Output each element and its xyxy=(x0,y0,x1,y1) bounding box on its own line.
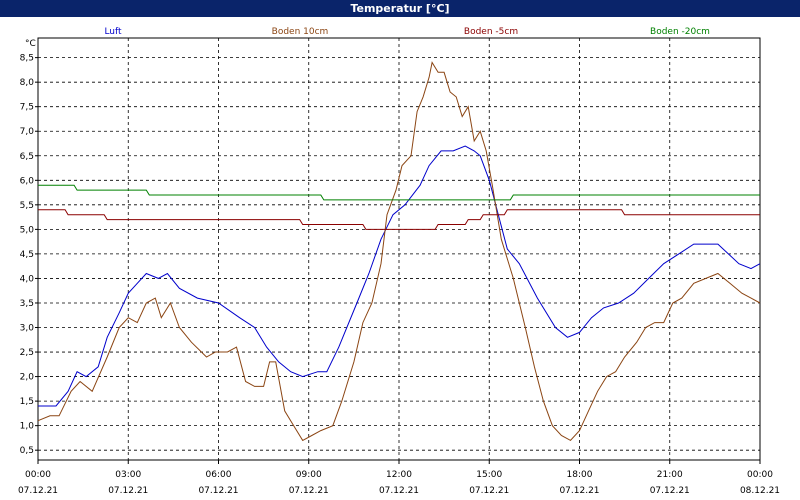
legend-item: Luft xyxy=(104,27,122,37)
y-tick-label: 1,0 xyxy=(20,422,35,432)
x-tick-time: 15:00 xyxy=(476,470,502,480)
legend-item: Boden -20cm xyxy=(650,27,710,37)
y-tick-label: 7,5 xyxy=(20,103,34,113)
x-tick-date: 07.12.21 xyxy=(379,486,419,496)
series-line-1 xyxy=(37,61,761,442)
legend-item: Boden -5cm xyxy=(464,27,518,37)
x-tick-date: 08.12.21 xyxy=(740,486,780,496)
x-tick-time: 18:00 xyxy=(567,470,593,480)
y-tick-label: 4,0 xyxy=(20,274,35,284)
y-tick-label: 5,5 xyxy=(20,201,34,211)
x-tick-time: 06:00 xyxy=(206,470,232,480)
y-tick-label: 6,0 xyxy=(20,176,35,186)
x-tick-time: 03:00 xyxy=(115,470,141,480)
chart-title: Temperatur [°C] xyxy=(0,0,800,17)
series-line-2 xyxy=(38,209,760,230)
x-tick-date: 07.12.21 xyxy=(198,486,238,496)
series-line-3 xyxy=(38,184,760,201)
y-tick-label: 2,5 xyxy=(20,348,34,358)
y-tick-label: 7,0 xyxy=(20,127,35,137)
series-line-0 xyxy=(38,145,761,407)
x-tick-time: 21:00 xyxy=(657,470,683,480)
y-axis-unit: °C xyxy=(25,39,36,49)
y-tick-label: 3,5 xyxy=(20,299,34,309)
x-tick-date: 07.12.21 xyxy=(289,486,329,496)
x-tick-date: 07.12.21 xyxy=(650,486,690,496)
x-tick-date: 07.12.21 xyxy=(108,486,148,496)
y-tick-label: 8,5 xyxy=(20,54,34,64)
y-tick-label: 0,5 xyxy=(20,446,34,456)
x-tick-date: 07.12.21 xyxy=(559,486,599,496)
x-tick-time: 00:00 xyxy=(747,470,773,480)
y-tick-label: 1,5 xyxy=(20,397,34,407)
y-tick-label: 4,5 xyxy=(20,250,34,260)
x-tick-date: 07.12.21 xyxy=(18,486,58,496)
x-tick-time: 00:00 xyxy=(25,470,51,480)
y-tick-label: 5,0 xyxy=(20,225,35,235)
y-tick-label: 2,0 xyxy=(20,373,35,383)
y-tick-label: 3,0 xyxy=(20,324,35,334)
legend-item: Boden 10cm xyxy=(272,27,329,37)
x-tick-time: 09:00 xyxy=(296,470,322,480)
x-tick-time: 12:00 xyxy=(386,470,412,480)
y-tick-label: 6,5 xyxy=(20,152,34,162)
x-tick-date: 07.12.21 xyxy=(469,486,509,496)
y-tick-label: 8,0 xyxy=(20,78,35,88)
